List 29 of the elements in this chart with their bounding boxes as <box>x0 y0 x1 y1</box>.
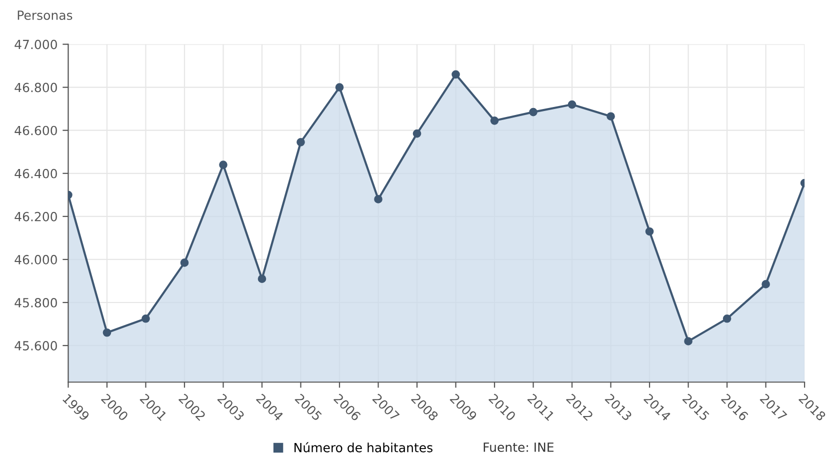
y-tick-label: 45.600 <box>14 341 57 350</box>
y-tick-label: 45.800 <box>14 298 57 308</box>
y-tick-label: 46.000 <box>14 254 57 264</box>
y-tick-label: 46.400 <box>14 168 57 178</box>
point <box>219 160 228 169</box>
point <box>296 138 305 146</box>
point <box>142 314 150 323</box>
y-tick-label: 46.200 <box>14 212 57 222</box>
point <box>258 274 266 283</box>
point <box>452 70 460 79</box>
point <box>180 258 189 267</box>
y-axis-title: Personas <box>18 10 72 20</box>
source-note: Fuente: INE <box>484 442 554 452</box>
point <box>102 328 112 337</box>
point <box>568 100 576 109</box>
point <box>722 314 732 323</box>
y-tick-label: 47.000 <box>14 40 57 50</box>
point <box>645 227 654 236</box>
point <box>606 112 615 121</box>
point <box>374 195 382 204</box>
y-tick-label: 46.800 <box>14 82 57 92</box>
point <box>335 83 344 92</box>
point <box>490 116 499 125</box>
point <box>412 129 422 138</box>
point <box>529 108 538 116</box>
y-tick-label: 46.600 <box>14 126 57 136</box>
point <box>684 337 692 346</box>
point <box>762 280 770 288</box>
legend-label: Número de habitantes <box>294 442 432 452</box>
